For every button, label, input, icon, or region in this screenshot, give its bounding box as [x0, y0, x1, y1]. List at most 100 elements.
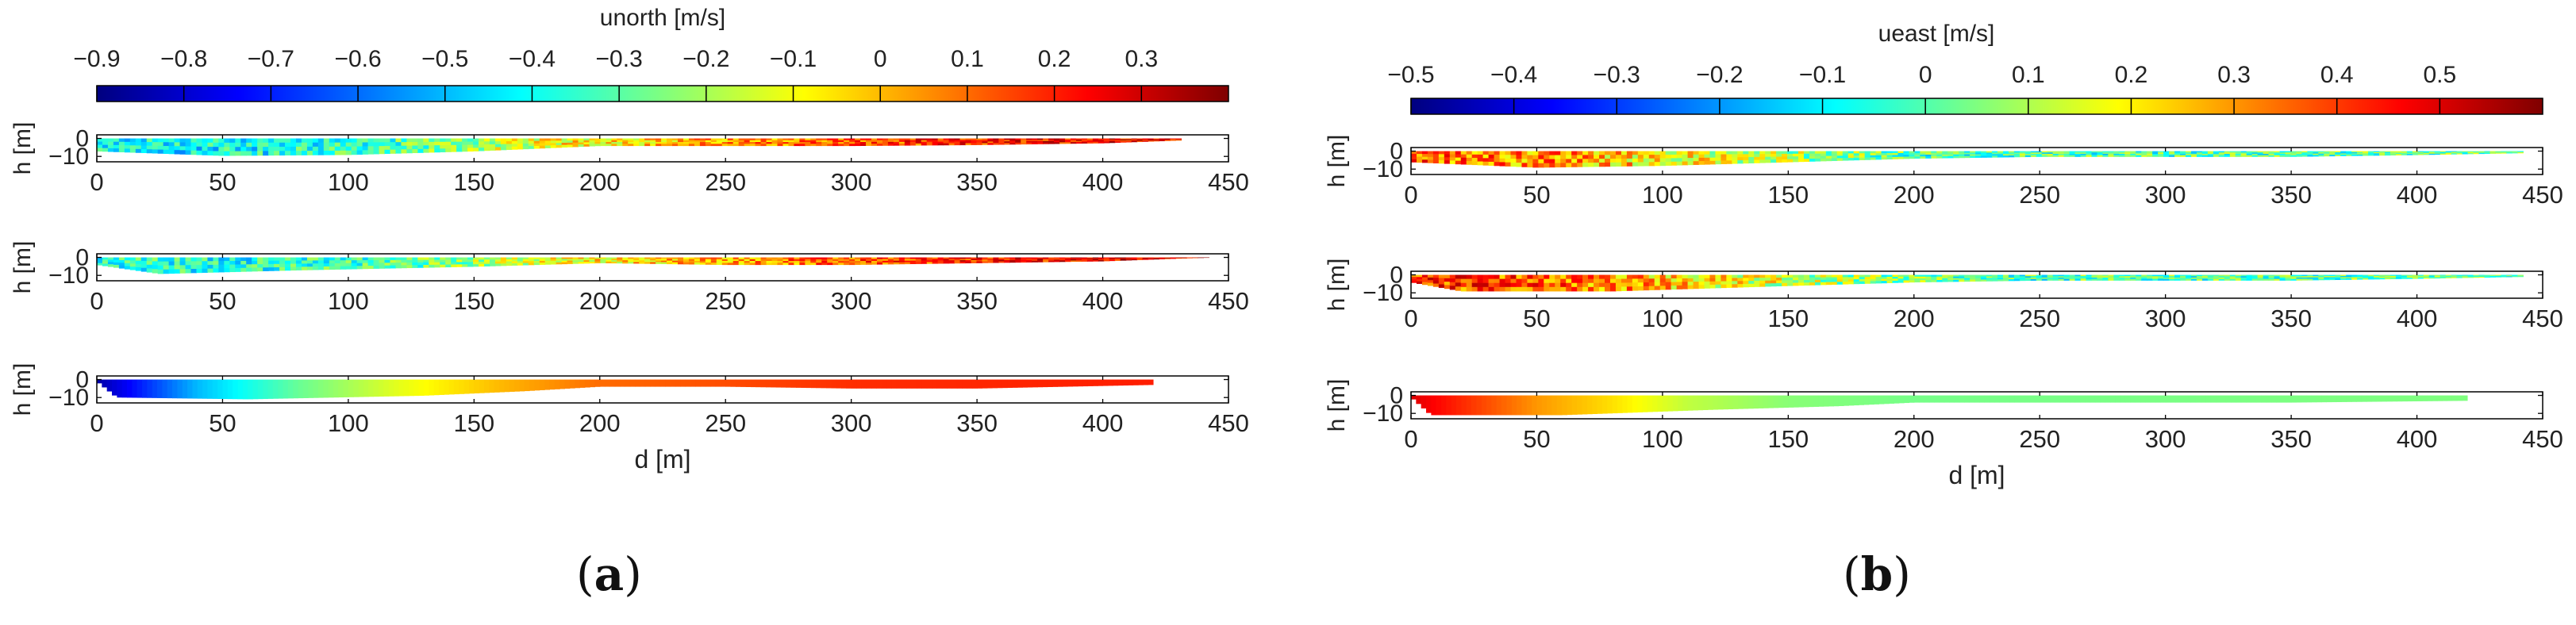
field-cell: [954, 261, 961, 264]
field-cell: [584, 379, 590, 388]
field-cell: [308, 379, 314, 398]
field-cell: [340, 150, 347, 155]
colorbar-label-a: unorth [m/s]: [600, 5, 725, 31]
field-cell: [2008, 154, 2015, 156]
field-cell: [2517, 276, 2524, 278]
field-cell: [423, 259, 429, 263]
field-cell: [113, 264, 120, 268]
field-cell: [1986, 152, 1993, 155]
field-cell: [1142, 139, 1149, 140]
field-cell: [2368, 274, 2374, 277]
field-cell: [1566, 155, 1572, 159]
field-cell: [1059, 258, 1066, 260]
field-cell: [921, 138, 928, 141]
field-cell: [2063, 277, 2070, 280]
field-cell: [1455, 278, 1462, 283]
field-cell: [2301, 151, 2308, 153]
field-cell: [351, 150, 358, 155]
field-cell: [2311, 395, 2317, 403]
x-tick-label: 0: [1404, 181, 1417, 209]
field-cell: [246, 147, 252, 152]
field-cell: [2174, 153, 2181, 156]
field-cell: [179, 257, 186, 262]
field-cell: [1449, 151, 1456, 155]
field-cell: [2423, 152, 2430, 155]
field-cell: [2382, 395, 2388, 402]
field-cell: [1975, 274, 1982, 278]
field-cell: [699, 144, 706, 147]
field-cell: [1521, 159, 1528, 163]
field-cell: [440, 262, 446, 266]
field-cell: [373, 142, 380, 147]
field-cell: [1643, 286, 1650, 291]
field-cell: [932, 143, 939, 146]
field-cell: [301, 138, 308, 144]
field-cell: [1632, 151, 1639, 155]
field-cell: [1671, 278, 1678, 283]
field-cell: [727, 259, 734, 262]
field-cell: [263, 260, 269, 265]
field-cell: [2147, 276, 2153, 278]
field-cell: [904, 259, 911, 262]
field-cell: [412, 265, 418, 268]
field-cell: [1939, 395, 1945, 403]
field-cell: [661, 142, 667, 144]
field-cell: [140, 257, 148, 262]
field-cell: [213, 264, 219, 269]
field-cell: [1599, 286, 1605, 292]
field-cell: [710, 259, 717, 262]
colorbar-tick-label: 0.1: [951, 46, 984, 72]
x-tick-label: 450: [1208, 409, 1249, 437]
field-cell: [921, 257, 928, 259]
field-cell: [1687, 161, 1694, 166]
field-cell: [533, 138, 540, 142]
field-cell: [240, 267, 247, 272]
field-cell: [1909, 280, 1916, 283]
field-cell: [323, 266, 330, 270]
field-cell: [2141, 151, 2147, 153]
field-cell: [2158, 151, 2164, 153]
field-cell: [2467, 274, 2474, 276]
field-cell: [971, 140, 978, 143]
field-cell: [412, 142, 418, 147]
field-cell: [799, 259, 805, 262]
field-cell: [665, 379, 671, 387]
field-cell: [1814, 153, 1821, 157]
field-cell: [1077, 379, 1083, 387]
field-cell: [622, 142, 629, 144]
field-cell: [760, 261, 767, 263]
field-cell: [242, 379, 248, 400]
field-cell: [2363, 151, 2369, 154]
field-cell: [467, 148, 474, 152]
field-cell: [2423, 275, 2430, 278]
field-cell: [1654, 158, 1661, 163]
field-cell: [1109, 138, 1116, 140]
field-cell: [1752, 395, 1759, 409]
field-cell: [550, 138, 557, 141]
field-cell: [462, 262, 468, 265]
field-cell: [755, 142, 762, 144]
field-cell: [2158, 278, 2164, 281]
field-cell: [1438, 157, 1445, 161]
field-cell: [1527, 163, 1533, 168]
field-cell: [2063, 276, 2070, 278]
field-cell: [1847, 155, 1855, 159]
field-cell: [1021, 141, 1027, 144]
field-cell: [406, 149, 413, 154]
field-cell: [887, 259, 894, 262]
field-cell: [224, 142, 230, 148]
field-cell: [609, 379, 616, 387]
field-cell: [489, 257, 496, 260]
field-cell: [1798, 280, 1805, 283]
field-cell: [2080, 277, 2087, 280]
field-cell: [1092, 379, 1098, 386]
field-cell: [2324, 151, 2330, 153]
field-cell: [509, 379, 515, 392]
field-cell: [567, 142, 574, 146]
field-cell: [2401, 276, 2408, 278]
field-cell: [1466, 274, 1473, 280]
field-cell: [2097, 153, 2104, 156]
field-cell: [440, 138, 446, 143]
field-cell: [1758, 395, 1764, 408]
field-cell: [760, 142, 767, 144]
